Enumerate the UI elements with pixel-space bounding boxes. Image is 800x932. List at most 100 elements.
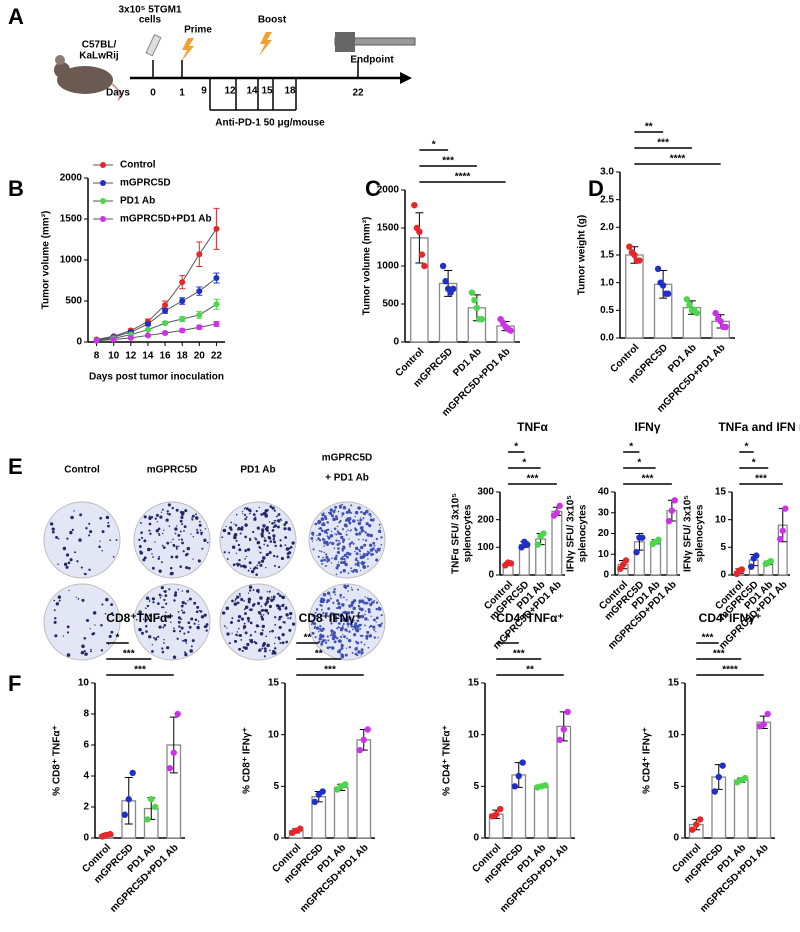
spot	[369, 624, 373, 628]
spot	[311, 540, 314, 542]
spot	[340, 619, 343, 622]
spot	[312, 622, 317, 626]
timeline-art	[54, 32, 416, 111]
y-tick-label: 0	[488, 570, 494, 581]
spot	[237, 528, 239, 531]
spot	[331, 612, 335, 616]
spot	[230, 621, 233, 624]
spot	[359, 634, 362, 637]
spot	[196, 531, 199, 534]
spot	[350, 610, 354, 614]
spot	[341, 503, 344, 506]
spot	[320, 609, 323, 612]
y-axis-label: IFNγ SFU/ 3x10⁵	[566, 495, 577, 572]
data-point	[556, 736, 564, 744]
spot	[357, 588, 359, 591]
spot	[349, 618, 351, 620]
panel-label: C	[365, 176, 381, 201]
spot	[169, 572, 173, 576]
spot	[277, 636, 281, 640]
spot	[184, 651, 187, 654]
x-tick-label: 14	[142, 351, 154, 362]
data-point	[633, 548, 640, 556]
spot	[346, 599, 348, 601]
spot	[203, 538, 207, 542]
spot	[247, 620, 250, 623]
significance-label: *	[432, 140, 436, 151]
spot	[148, 516, 152, 520]
spot	[261, 629, 264, 632]
y-tick-label: 30	[598, 507, 610, 518]
spot	[363, 643, 366, 646]
data-point	[777, 535, 784, 543]
data-point	[693, 821, 700, 828]
spot	[240, 527, 244, 531]
chart-title: TNFa and IFN r	[718, 420, 800, 434]
spot	[181, 523, 184, 526]
significance-label: **	[526, 665, 534, 676]
spot	[346, 584, 350, 588]
syringe	[145, 34, 162, 57]
well	[43, 583, 121, 661]
spot	[277, 519, 281, 523]
significance-label: ****	[722, 665, 738, 676]
spot	[110, 603, 114, 607]
spot	[158, 557, 160, 560]
spot	[197, 620, 200, 623]
spot	[335, 554, 338, 558]
spot	[350, 587, 353, 589]
marker	[179, 298, 186, 304]
x-tick-label: 20	[194, 351, 206, 362]
spot	[339, 593, 342, 597]
spot	[343, 553, 347, 557]
spot	[181, 541, 184, 545]
spot	[264, 608, 269, 613]
spot	[258, 648, 262, 652]
spot	[274, 636, 277, 639]
spot	[260, 613, 262, 616]
spot	[285, 640, 288, 644]
spot	[356, 625, 360, 629]
spot	[318, 637, 322, 641]
spot	[375, 621, 377, 623]
spot	[175, 547, 178, 550]
spot	[157, 635, 160, 638]
spot	[86, 619, 90, 623]
spot	[199, 529, 202, 532]
day-label: 15	[261, 86, 273, 97]
spot	[240, 565, 243, 568]
y-axis-label: % CD4⁺ IFNγ⁺	[642, 727, 653, 794]
y-tick-label: 10	[268, 729, 280, 740]
marker	[127, 334, 134, 341]
y-tick-label: 40	[598, 487, 610, 498]
spot	[229, 528, 233, 531]
spot	[269, 649, 271, 652]
spot	[367, 598, 371, 602]
spot	[54, 617, 57, 620]
spot	[280, 556, 284, 561]
spot	[138, 627, 142, 632]
spot	[168, 525, 171, 527]
spot	[235, 552, 238, 554]
well-label: Control	[64, 465, 100, 476]
spot	[332, 601, 335, 604]
spot	[345, 510, 349, 514]
spot	[244, 612, 247, 614]
spot	[325, 612, 328, 615]
spot	[254, 630, 257, 633]
spot	[311, 631, 315, 635]
spot	[335, 636, 339, 640]
spot	[57, 595, 62, 599]
spot	[88, 534, 91, 537]
y-tick-label: 20	[598, 528, 610, 539]
spot	[161, 595, 163, 597]
spot	[172, 543, 176, 547]
spot	[158, 569, 162, 573]
spot	[350, 529, 353, 531]
data-point	[170, 749, 177, 756]
spot	[359, 627, 362, 630]
spot	[359, 531, 361, 533]
spot	[230, 521, 233, 524]
spot	[355, 557, 358, 560]
spot	[346, 630, 349, 632]
